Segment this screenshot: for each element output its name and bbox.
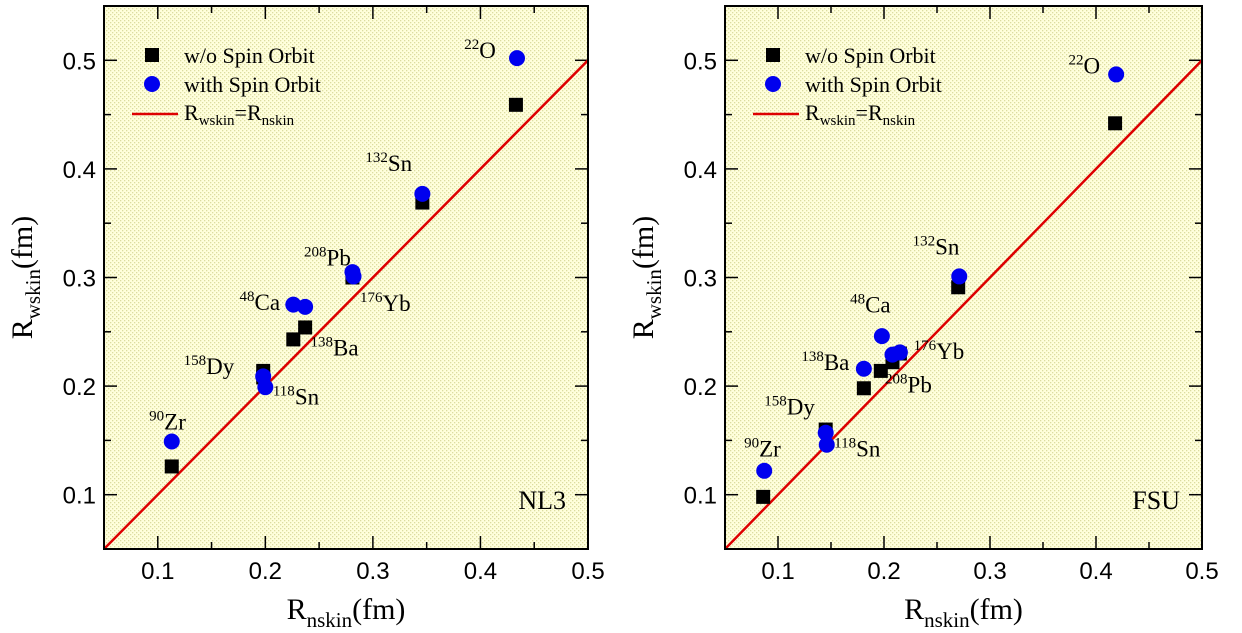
- legend-wo-label: w/o Spin Orbit: [805, 43, 936, 68]
- point-with-spin-orbit: [285, 296, 302, 313]
- y-tick-label: 0.4: [684, 157, 717, 184]
- y-tick-label: 0.3: [684, 266, 717, 293]
- point-with-spin-orbit: [756, 462, 773, 479]
- x-tick-label: 0.3: [973, 558, 1006, 585]
- diagonal-line: [104, 59, 588, 549]
- point-with-spin-orbit: [509, 50, 526, 67]
- nucleus-label: 208Pb: [885, 372, 932, 398]
- y-tick-label: 0.3: [63, 266, 96, 293]
- legend-square-marker: [145, 48, 159, 62]
- nucleus-label: 138Ba: [311, 335, 359, 361]
- legend-line-label: Rwskin=Rnskin: [184, 100, 295, 129]
- plot-frame: [724, 5, 1203, 550]
- diagonal-line: [725, 59, 1202, 549]
- nucleus-label: 132Sn: [365, 150, 412, 176]
- point-with-spin-orbit: [951, 268, 968, 285]
- x-tick-label: 0.1: [141, 558, 174, 585]
- x-axis-label: Rnskin(fm): [904, 593, 1023, 632]
- x-axis-label: Rnskin(fm): [287, 593, 406, 632]
- legend-wo-label: w/o Spin Orbit: [184, 43, 315, 68]
- plot-frame: [103, 5, 589, 550]
- point-with-spin-orbit: [345, 268, 362, 285]
- nucleus-label: 158Dy: [184, 353, 235, 379]
- point-wo-spin-orbit: [856, 381, 871, 396]
- y-tick-label: 0.1: [63, 483, 96, 510]
- legend-square-marker: [766, 48, 780, 62]
- x-tick-label: 0.4: [1079, 558, 1112, 585]
- nucleus-label: 132Sn: [913, 234, 960, 260]
- nucleus-label: 138Ba: [801, 349, 849, 375]
- point-with-spin-orbit: [873, 328, 890, 345]
- y-axis-label: Rwskin(fm): [627, 216, 666, 340]
- point-with-spin-orbit: [414, 185, 431, 202]
- point-wo-spin-orbit: [873, 363, 888, 378]
- chart-nl3: 0.1 0.2 0.3 0.4 0.5 0.1 0.2 0.3 0.4 0.5 Rnskin(fm)…: [6, 5, 605, 632]
- nucleus-label: 118Sn: [834, 436, 881, 462]
- point-wo-spin-orbit: [298, 320, 313, 335]
- point-with-spin-orbit: [818, 436, 835, 453]
- x-tick-label: 0.4: [464, 558, 497, 585]
- nucleus-label: 48Ca: [240, 289, 281, 315]
- nucleus-label: 176Yb: [360, 290, 411, 316]
- point-with-spin-orbit: [1108, 66, 1125, 83]
- legend-circle-marker: [144, 76, 160, 92]
- nucleus-label: 90Zr: [744, 436, 781, 462]
- x-tick-label: 0.2: [249, 558, 282, 585]
- point-wo-spin-orbit: [286, 332, 301, 347]
- point-with-spin-orbit: [855, 360, 872, 377]
- y-tick-label: 0.5: [63, 48, 96, 75]
- x-tick-label: 0.3: [356, 558, 389, 585]
- y-tick-label: 0.2: [684, 374, 717, 401]
- y-tick-label: 0.4: [63, 157, 96, 184]
- nucleus-label: 90Zr: [149, 409, 186, 435]
- y-tick-label: 0.5: [684, 48, 717, 75]
- point-wo-spin-orbit: [1108, 116, 1123, 131]
- point-with-spin-orbit: [257, 379, 274, 396]
- legend-with-label: with Spin Orbit: [184, 72, 321, 97]
- point-wo-spin-orbit: [164, 459, 179, 474]
- y-axis-label: Rwskin(fm): [6, 216, 45, 340]
- point-with-spin-orbit: [163, 433, 180, 450]
- point-with-spin-orbit: [891, 344, 908, 361]
- legend-line-label: Rwskin=Rnskin: [805, 100, 916, 129]
- nucleus-label: 48Ca: [850, 291, 891, 317]
- nucleus-label: 158Dy: [764, 393, 815, 419]
- legend: w/o Spin Orbit with Spin Orbit Rwskin=Rnsk…: [753, 43, 942, 129]
- x-tick-label: 0.5: [1185, 558, 1218, 585]
- x-tick-label: 0.1: [761, 558, 794, 585]
- y-tick-label: 0.1: [684, 483, 717, 510]
- y-tick-label: 0.2: [63, 374, 96, 401]
- legend: w/o Spin Orbit with Spin Orbit Rwskin=Rnsk…: [132, 43, 321, 129]
- nucleus-label: 176Yb: [914, 338, 965, 364]
- model-label: FSU: [1132, 486, 1180, 515]
- point-wo-spin-orbit: [508, 97, 523, 112]
- point-with-spin-orbit: [817, 424, 834, 441]
- legend-with-label: with Spin Orbit: [805, 72, 942, 97]
- x-tick-label: 0.2: [867, 558, 900, 585]
- point-with-spin-orbit: [297, 298, 314, 315]
- x-tick-label: 0.5: [571, 558, 604, 585]
- nucleus-label: 22O: [464, 37, 496, 63]
- nucleus-label: 208Pb: [304, 245, 351, 271]
- model-label: NL3: [518, 486, 566, 515]
- point-wo-spin-orbit: [756, 489, 771, 504]
- legend-circle-marker: [765, 76, 781, 92]
- nucleus-label: 118Sn: [273, 384, 320, 410]
- chart-fsu: 0.1 0.2 0.3 0.4 0.5 0.1 0.2 0.3 0.4 0.5 Rnskin(fm)…: [627, 5, 1219, 632]
- nucleus-label: 22O: [1068, 52, 1100, 78]
